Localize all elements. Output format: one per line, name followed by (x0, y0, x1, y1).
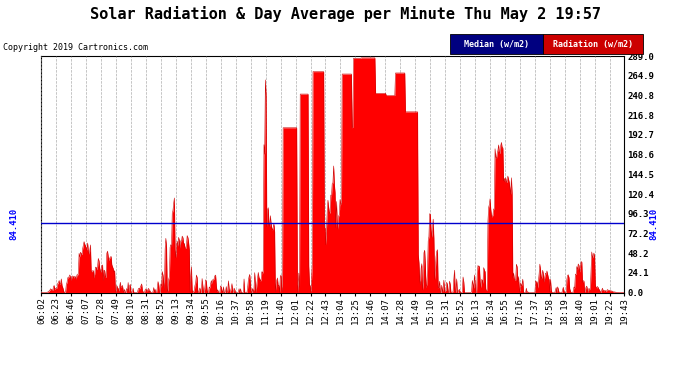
Text: 84.410: 84.410 (649, 207, 658, 240)
Text: Median (w/m2): Median (w/m2) (464, 40, 529, 49)
Text: Copyright 2019 Cartronics.com: Copyright 2019 Cartronics.com (3, 43, 148, 52)
Text: Solar Radiation & Day Average per Minute Thu May 2 19:57: Solar Radiation & Day Average per Minute… (90, 6, 600, 22)
Text: 84.410: 84.410 (9, 207, 18, 240)
Text: Radiation (w/m2): Radiation (w/m2) (553, 40, 633, 49)
